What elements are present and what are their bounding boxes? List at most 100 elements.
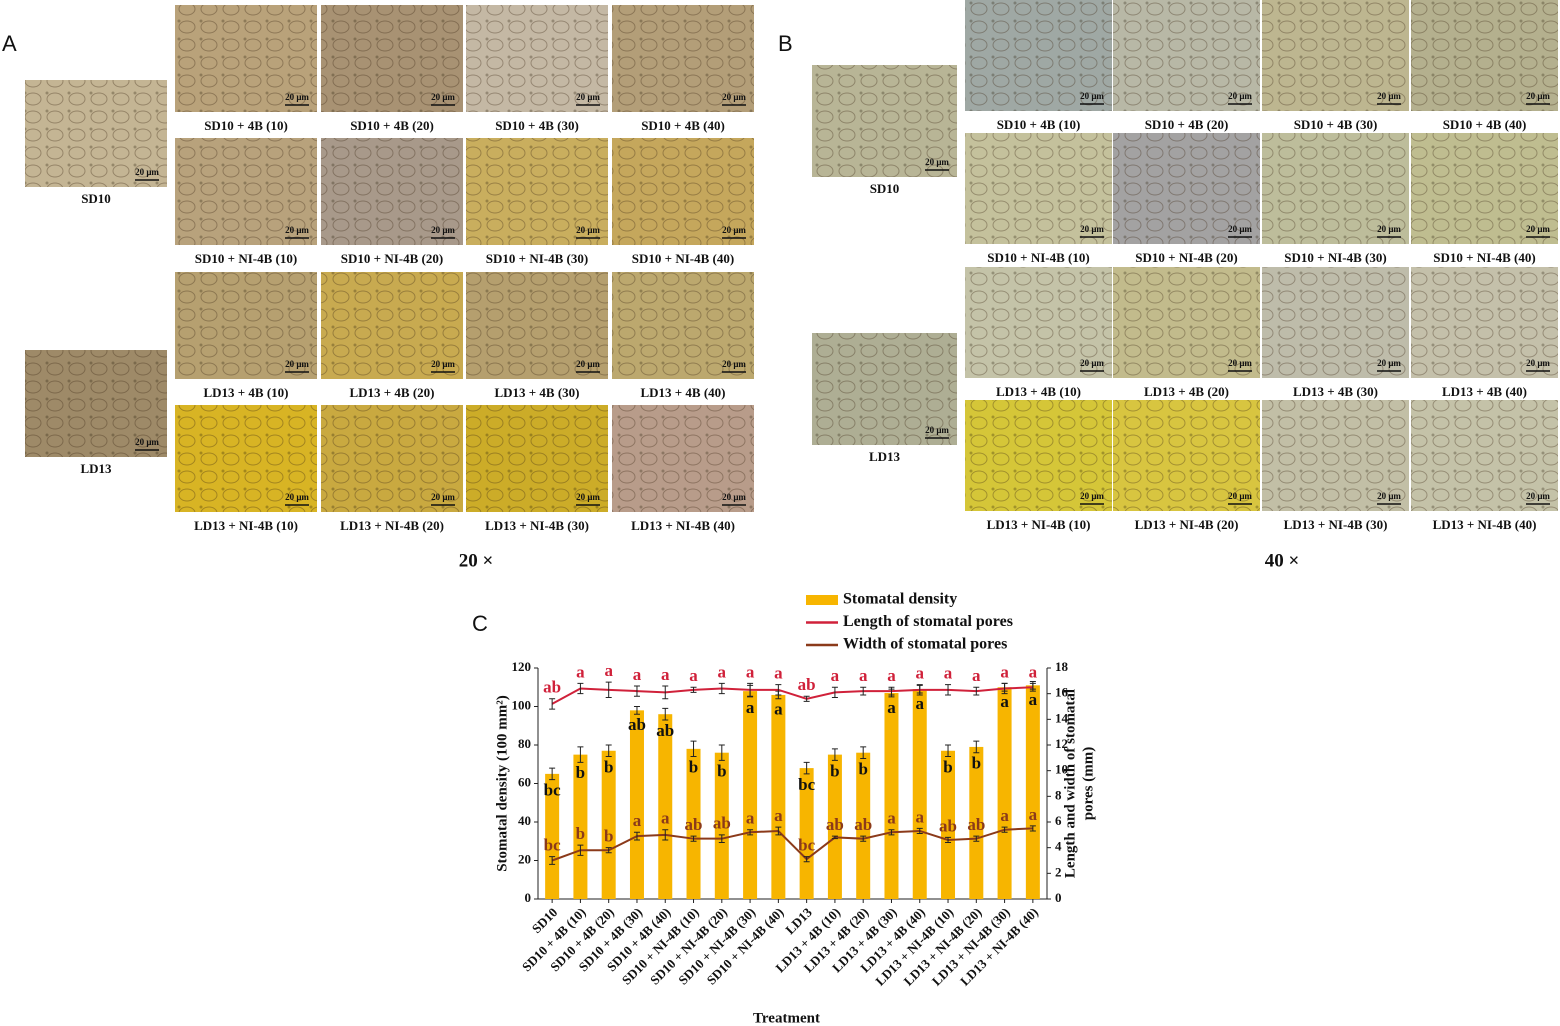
- image-caption: SD10 + NI-4B (20): [341, 251, 443, 266]
- y-tick-label: 80: [518, 736, 531, 751]
- micrograph-texture: [1113, 400, 1260, 511]
- panel-label: B: [778, 31, 793, 56]
- bar: [969, 746, 984, 899]
- scale-label: 20 μm: [1526, 491, 1550, 501]
- y2-tick-label: 14: [1055, 710, 1069, 725]
- bar: [629, 710, 644, 899]
- significance-letter: a: [859, 666, 868, 685]
- bar: [856, 752, 871, 899]
- y2-tick-label: 8: [1055, 787, 1062, 802]
- y-axis-title: Stomatal density (100 mm²): [494, 695, 510, 872]
- micrograph-texture: [466, 405, 608, 512]
- significance-letter: a: [916, 694, 925, 713]
- error-bar: [860, 835, 867, 842]
- scale-label: 20 μm: [285, 225, 309, 235]
- scale-label: 20 μm: [431, 492, 455, 502]
- error-bar: [803, 761, 810, 775]
- image-caption: LD13: [80, 461, 112, 476]
- significance-letter: a: [916, 807, 925, 826]
- image-caption: SD10 + 4B (10): [997, 117, 1081, 132]
- bar: [827, 754, 842, 899]
- image-caption: LD13 + NI-4B (10): [987, 517, 1091, 532]
- significance-letter: a: [1029, 662, 1038, 681]
- bar: [714, 752, 729, 899]
- scale-label: 20 μm: [135, 437, 159, 447]
- significance-letter: a: [887, 809, 896, 828]
- micrograph-texture: [1113, 133, 1260, 244]
- y2-tick-label: 10: [1055, 762, 1068, 777]
- micrograph-texture: [175, 138, 317, 245]
- micrograph-texture: [466, 5, 608, 112]
- significance-letter: a: [718, 662, 727, 681]
- error-bar: [605, 681, 612, 699]
- micrograph-texture: [1262, 400, 1409, 511]
- error-bar: [577, 844, 584, 856]
- y-tick-label: 100: [512, 697, 532, 712]
- significance-letter: a: [774, 806, 783, 825]
- error-bar: [662, 829, 669, 841]
- scale-label: 20 μm: [285, 359, 309, 369]
- micrograph-texture: [321, 405, 463, 512]
- scale-label: 20 μm: [1228, 224, 1252, 234]
- image-caption: LD13 + 4B (20): [1144, 384, 1229, 399]
- error-bar: [1001, 682, 1008, 695]
- error-bar: [775, 684, 782, 696]
- image-caption: LD13 + 4B (40): [640, 385, 725, 400]
- micrograph-texture: [1113, 267, 1260, 378]
- legend-label: Stomatal density: [843, 591, 957, 608]
- significance-letter: a: [887, 698, 896, 717]
- image-caption: SD10 + 4B (20): [350, 118, 434, 133]
- significance-letter: ab: [967, 815, 985, 834]
- scale-label: 20 μm: [1080, 358, 1104, 368]
- error-bar: [577, 682, 584, 695]
- scale-label: 20 μm: [722, 359, 746, 369]
- bar: [884, 693, 899, 899]
- significance-letter: ab: [685, 815, 703, 834]
- magnification: 20 ×: [459, 550, 494, 571]
- error-bar: [1029, 825, 1036, 832]
- image-caption: SD10 + 4B (40): [1443, 117, 1527, 132]
- significance-letter: a: [774, 664, 783, 683]
- significance-letter: a: [746, 662, 755, 681]
- error-bar: [605, 847, 612, 854]
- scale-label: 20 μm: [722, 92, 746, 102]
- magnification: 40 ×: [1265, 550, 1300, 571]
- significance-letter: a: [1029, 805, 1038, 824]
- scale-label: 20 μm: [1377, 91, 1401, 101]
- scale-label: 20 μm: [1526, 358, 1550, 368]
- scale-label: 20 μm: [431, 225, 455, 235]
- panel-label: A: [2, 31, 17, 56]
- bar: [545, 773, 560, 899]
- image-caption: LD13 + NI-4B (30): [1284, 517, 1388, 532]
- error-bar: [803, 856, 810, 863]
- line: [551, 827, 1033, 862]
- error-bar: [831, 686, 838, 699]
- error-bar: [690, 686, 697, 693]
- error-bar: [945, 836, 952, 844]
- bar: [573, 754, 588, 899]
- error-bar: [860, 686, 867, 696]
- micrograph-texture: [1411, 0, 1558, 111]
- bar: [686, 748, 701, 899]
- line: [551, 686, 1033, 705]
- micrograph-texture: [612, 5, 754, 112]
- scale-label: 20 μm: [925, 157, 949, 167]
- error-bar: [605, 744, 612, 758]
- image-caption: LD13 + NI-4B (30): [485, 518, 589, 533]
- error-bar: [916, 684, 923, 696]
- y-tick-label: 120: [512, 659, 532, 674]
- error-bar: [1001, 826, 1008, 833]
- image-caption: LD13 + 4B (20): [349, 385, 434, 400]
- bar: [997, 687, 1012, 899]
- micrograph-texture: [612, 272, 754, 379]
- bar: [912, 689, 927, 899]
- micrograph-texture: [1411, 400, 1558, 511]
- y-tick-label: 40: [518, 813, 531, 828]
- significance-letter: a: [633, 665, 642, 684]
- scale-label: 20 μm: [135, 167, 159, 177]
- significance-letter: a: [944, 664, 953, 683]
- micrograph-texture: [321, 5, 463, 112]
- significance-letter: ab: [656, 721, 674, 740]
- y2-axis-title: pores (mm): [1080, 747, 1096, 820]
- error-bar: [945, 744, 952, 758]
